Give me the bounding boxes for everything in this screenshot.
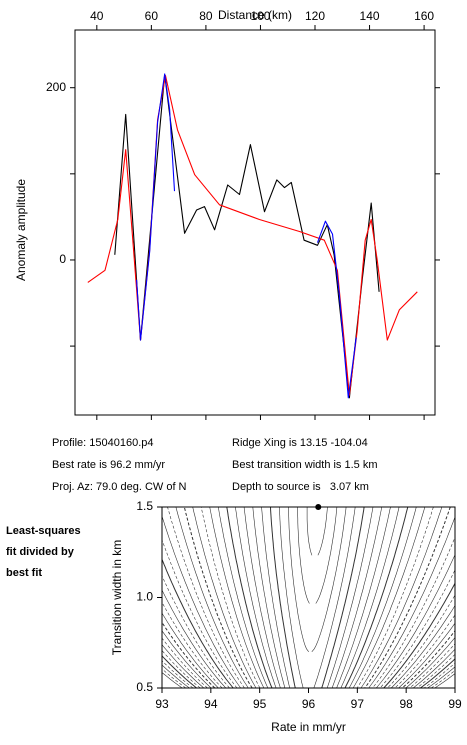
contour-line [162, 558, 455, 688]
x-tick-label: 120 [305, 9, 325, 23]
x-axis-label: Rate in mm/yr [271, 720, 346, 734]
data-line [87, 75, 418, 396]
contour-line [162, 612, 455, 688]
x-tick-label: 95 [253, 697, 267, 711]
contour-line [162, 644, 455, 688]
y-tick-label: 0.5 [136, 680, 153, 694]
contour-line [297, 507, 338, 604]
contour-line [226, 507, 409, 688]
contour-line [270, 507, 365, 688]
contour-line [288, 507, 347, 652]
y-tick-label: 200 [46, 80, 66, 94]
x-tick-label: 93 [155, 697, 169, 711]
y-axis-label: Anomaly amplitude [14, 179, 28, 281]
contour-line [162, 630, 455, 688]
x-axis-label: Distance (km) [218, 8, 292, 22]
x-tick-label: 96 [302, 697, 316, 711]
contour-line [192, 507, 443, 688]
contour-lines [162, 507, 455, 688]
contour-line [243, 507, 391, 688]
y-tick-label: 0 [59, 252, 66, 266]
info-text: Depth to source is 3.07 km [232, 481, 369, 493]
contour-line [162, 575, 455, 688]
contour-line [235, 507, 400, 688]
contour-line [162, 655, 455, 688]
info-text: Best transition width is 1.5 km [232, 459, 378, 471]
y-tick-label: 1.0 [136, 590, 153, 604]
x-tick-label: 94 [204, 697, 218, 711]
contour-line [200, 507, 434, 688]
x-tick-label: 140 [360, 9, 380, 23]
data-line [114, 74, 380, 399]
x-tick-label: 98 [399, 697, 413, 711]
x-tick-label: 100 [250, 9, 270, 23]
side-note: Least-squares [6, 525, 81, 537]
y-axis-label: Transition width in km [110, 540, 124, 656]
info-text: Best rate is 96.2 mm/yr [52, 459, 165, 471]
contour-line [167, 507, 455, 688]
x-tick-label: 97 [351, 697, 365, 711]
contour-line [279, 507, 356, 688]
contour-line [261, 507, 374, 688]
contour-line [162, 539, 455, 688]
contour-line [209, 507, 426, 688]
contour-line [162, 637, 455, 688]
data-line [136, 73, 357, 399]
plot-frame [74, 29, 436, 416]
side-note: fit divided by [6, 546, 75, 558]
x-tick-label: 60 [145, 9, 159, 23]
contour-line [175, 507, 455, 688]
contour-line [252, 507, 383, 688]
contour-line [162, 515, 455, 688]
x-tick-label: 80 [199, 9, 213, 23]
side-note: best fit [6, 567, 42, 579]
contour-line [217, 507, 417, 688]
info-text: Profile: 15040160.p4 [52, 437, 154, 449]
info-text: Ridge Xing is 13.15 -104.04 [232, 437, 368, 449]
contour-line [162, 589, 455, 688]
contour-line [306, 507, 328, 556]
contour-line [162, 650, 455, 688]
plot-frame [161, 506, 456, 689]
x-tick-label: 99 [448, 697, 462, 711]
best-fit-point [315, 504, 322, 510]
info-text: Proj. Az: 79.0 deg. CW of N [52, 481, 187, 493]
x-tick-label: 40 [90, 9, 104, 23]
contour-line [183, 507, 451, 688]
contour-line [162, 621, 455, 688]
x-tick-label: 160 [414, 9, 434, 23]
y-tick-label: 1.5 [136, 499, 153, 513]
